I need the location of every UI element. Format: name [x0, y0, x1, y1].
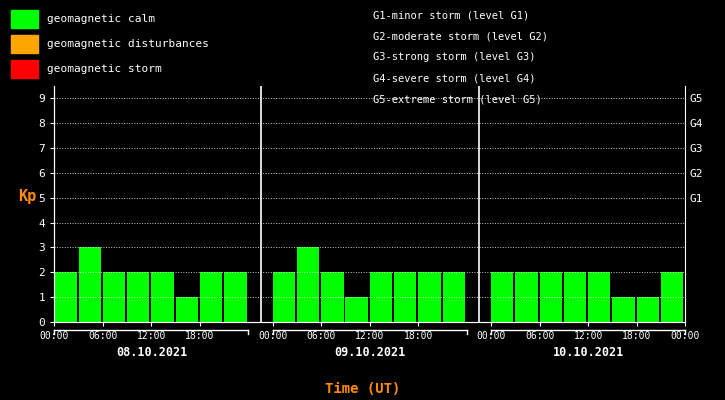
- Bar: [224, 272, 247, 322]
- Text: 10.10.2021: 10.10.2021: [552, 346, 624, 359]
- Bar: [491, 272, 513, 322]
- Bar: [297, 248, 319, 322]
- Text: geomagnetic disturbances: geomagnetic disturbances: [47, 39, 209, 49]
- Bar: [442, 272, 465, 322]
- Text: Time (UT): Time (UT): [325, 382, 400, 396]
- Bar: [370, 272, 392, 322]
- Text: geomagnetic calm: geomagnetic calm: [47, 14, 155, 24]
- Text: G4-severe storm (level G4): G4-severe storm (level G4): [373, 74, 536, 84]
- Text: geomagnetic storm: geomagnetic storm: [47, 64, 162, 74]
- Bar: [613, 297, 634, 322]
- Bar: [637, 297, 659, 322]
- Bar: [200, 272, 223, 322]
- Bar: [418, 272, 441, 322]
- Text: 09.10.2021: 09.10.2021: [334, 346, 405, 359]
- Bar: [346, 297, 368, 322]
- Bar: [273, 272, 295, 322]
- Text: G1-minor storm (level G1): G1-minor storm (level G1): [373, 10, 530, 20]
- Bar: [152, 272, 174, 322]
- Bar: [103, 272, 125, 322]
- Bar: [127, 272, 149, 322]
- Text: G5-extreme storm (level G5): G5-extreme storm (level G5): [373, 95, 542, 105]
- Bar: [78, 248, 101, 322]
- Text: G3-strong storm (level G3): G3-strong storm (level G3): [373, 52, 536, 62]
- Bar: [564, 272, 586, 322]
- Bar: [394, 272, 416, 322]
- Bar: [54, 272, 77, 322]
- Bar: [515, 272, 538, 322]
- Text: 08.10.2021: 08.10.2021: [116, 346, 187, 359]
- Bar: [175, 297, 198, 322]
- Bar: [321, 272, 344, 322]
- Bar: [588, 272, 610, 322]
- Bar: [539, 272, 562, 322]
- Text: G2-moderate storm (level G2): G2-moderate storm (level G2): [373, 31, 548, 41]
- Y-axis label: Kp: Kp: [18, 189, 36, 204]
- Bar: [661, 272, 683, 322]
